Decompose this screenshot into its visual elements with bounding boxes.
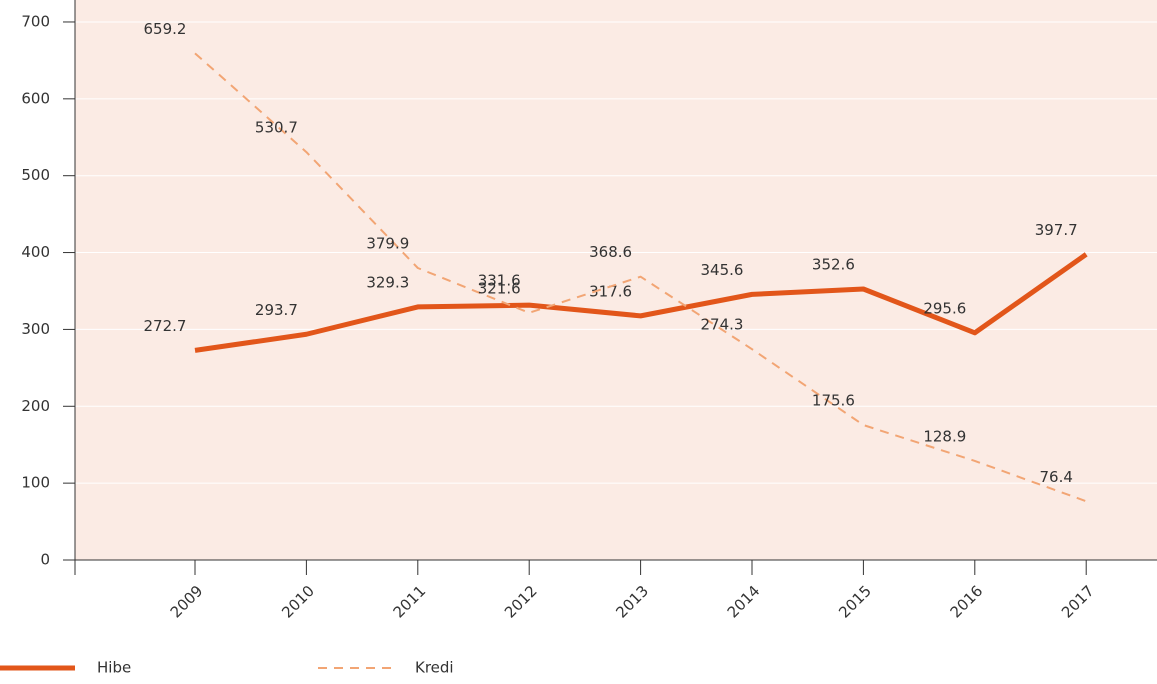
data-label: 345.6 [701, 261, 744, 279]
legend-label: Kredi [415, 659, 454, 677]
y-tick-label: 600 [21, 89, 50, 107]
plot-background [75, 0, 1157, 560]
data-label: 317.6 [589, 282, 632, 300]
data-label: 274.3 [701, 316, 744, 334]
data-label: 128.9 [923, 427, 966, 445]
data-label: 329.3 [366, 273, 409, 291]
data-label: 352.6 [812, 255, 855, 273]
data-label: 379.9 [366, 235, 409, 253]
x-tick-label: 2017 [1058, 582, 1098, 622]
data-label: 530.7 [255, 119, 298, 137]
series-line [194, 252, 1088, 353]
x-tick-label: 2016 [947, 582, 987, 622]
y-tick-label: 300 [21, 320, 50, 338]
x-tick-label: 2011 [390, 582, 430, 622]
y-tick-label: 500 [21, 166, 50, 184]
data-label: 397.7 [1035, 221, 1078, 239]
y-tick-label: 700 [21, 12, 50, 30]
data-label: 272.7 [144, 317, 187, 335]
x-tick-label: 2010 [278, 582, 318, 622]
x-tick-label: 2013 [612, 582, 652, 622]
legend-label: Hibe [97, 659, 131, 677]
series-line [194, 52, 1087, 503]
data-label: 321.6 [478, 279, 521, 297]
y-tick-label: 0 [40, 551, 50, 569]
y-tick-label: 200 [21, 397, 50, 415]
data-label: 368.6 [589, 243, 632, 261]
x-tick-label: 2012 [501, 582, 541, 622]
x-tick-label: 2014 [724, 582, 764, 622]
x-tick-label: 2015 [835, 582, 875, 622]
data-label: 331.6 [478, 272, 521, 290]
y-tick-label: 100 [21, 474, 50, 492]
data-label: 295.6 [923, 299, 966, 317]
data-label: 76.4 [1039, 468, 1072, 486]
data-label: 293.7 [255, 301, 298, 319]
x-tick-label: 2009 [167, 582, 207, 622]
data-label: 175.6 [812, 392, 855, 410]
y-tick-label: 400 [21, 243, 50, 261]
data-label: 659.2 [144, 20, 187, 38]
